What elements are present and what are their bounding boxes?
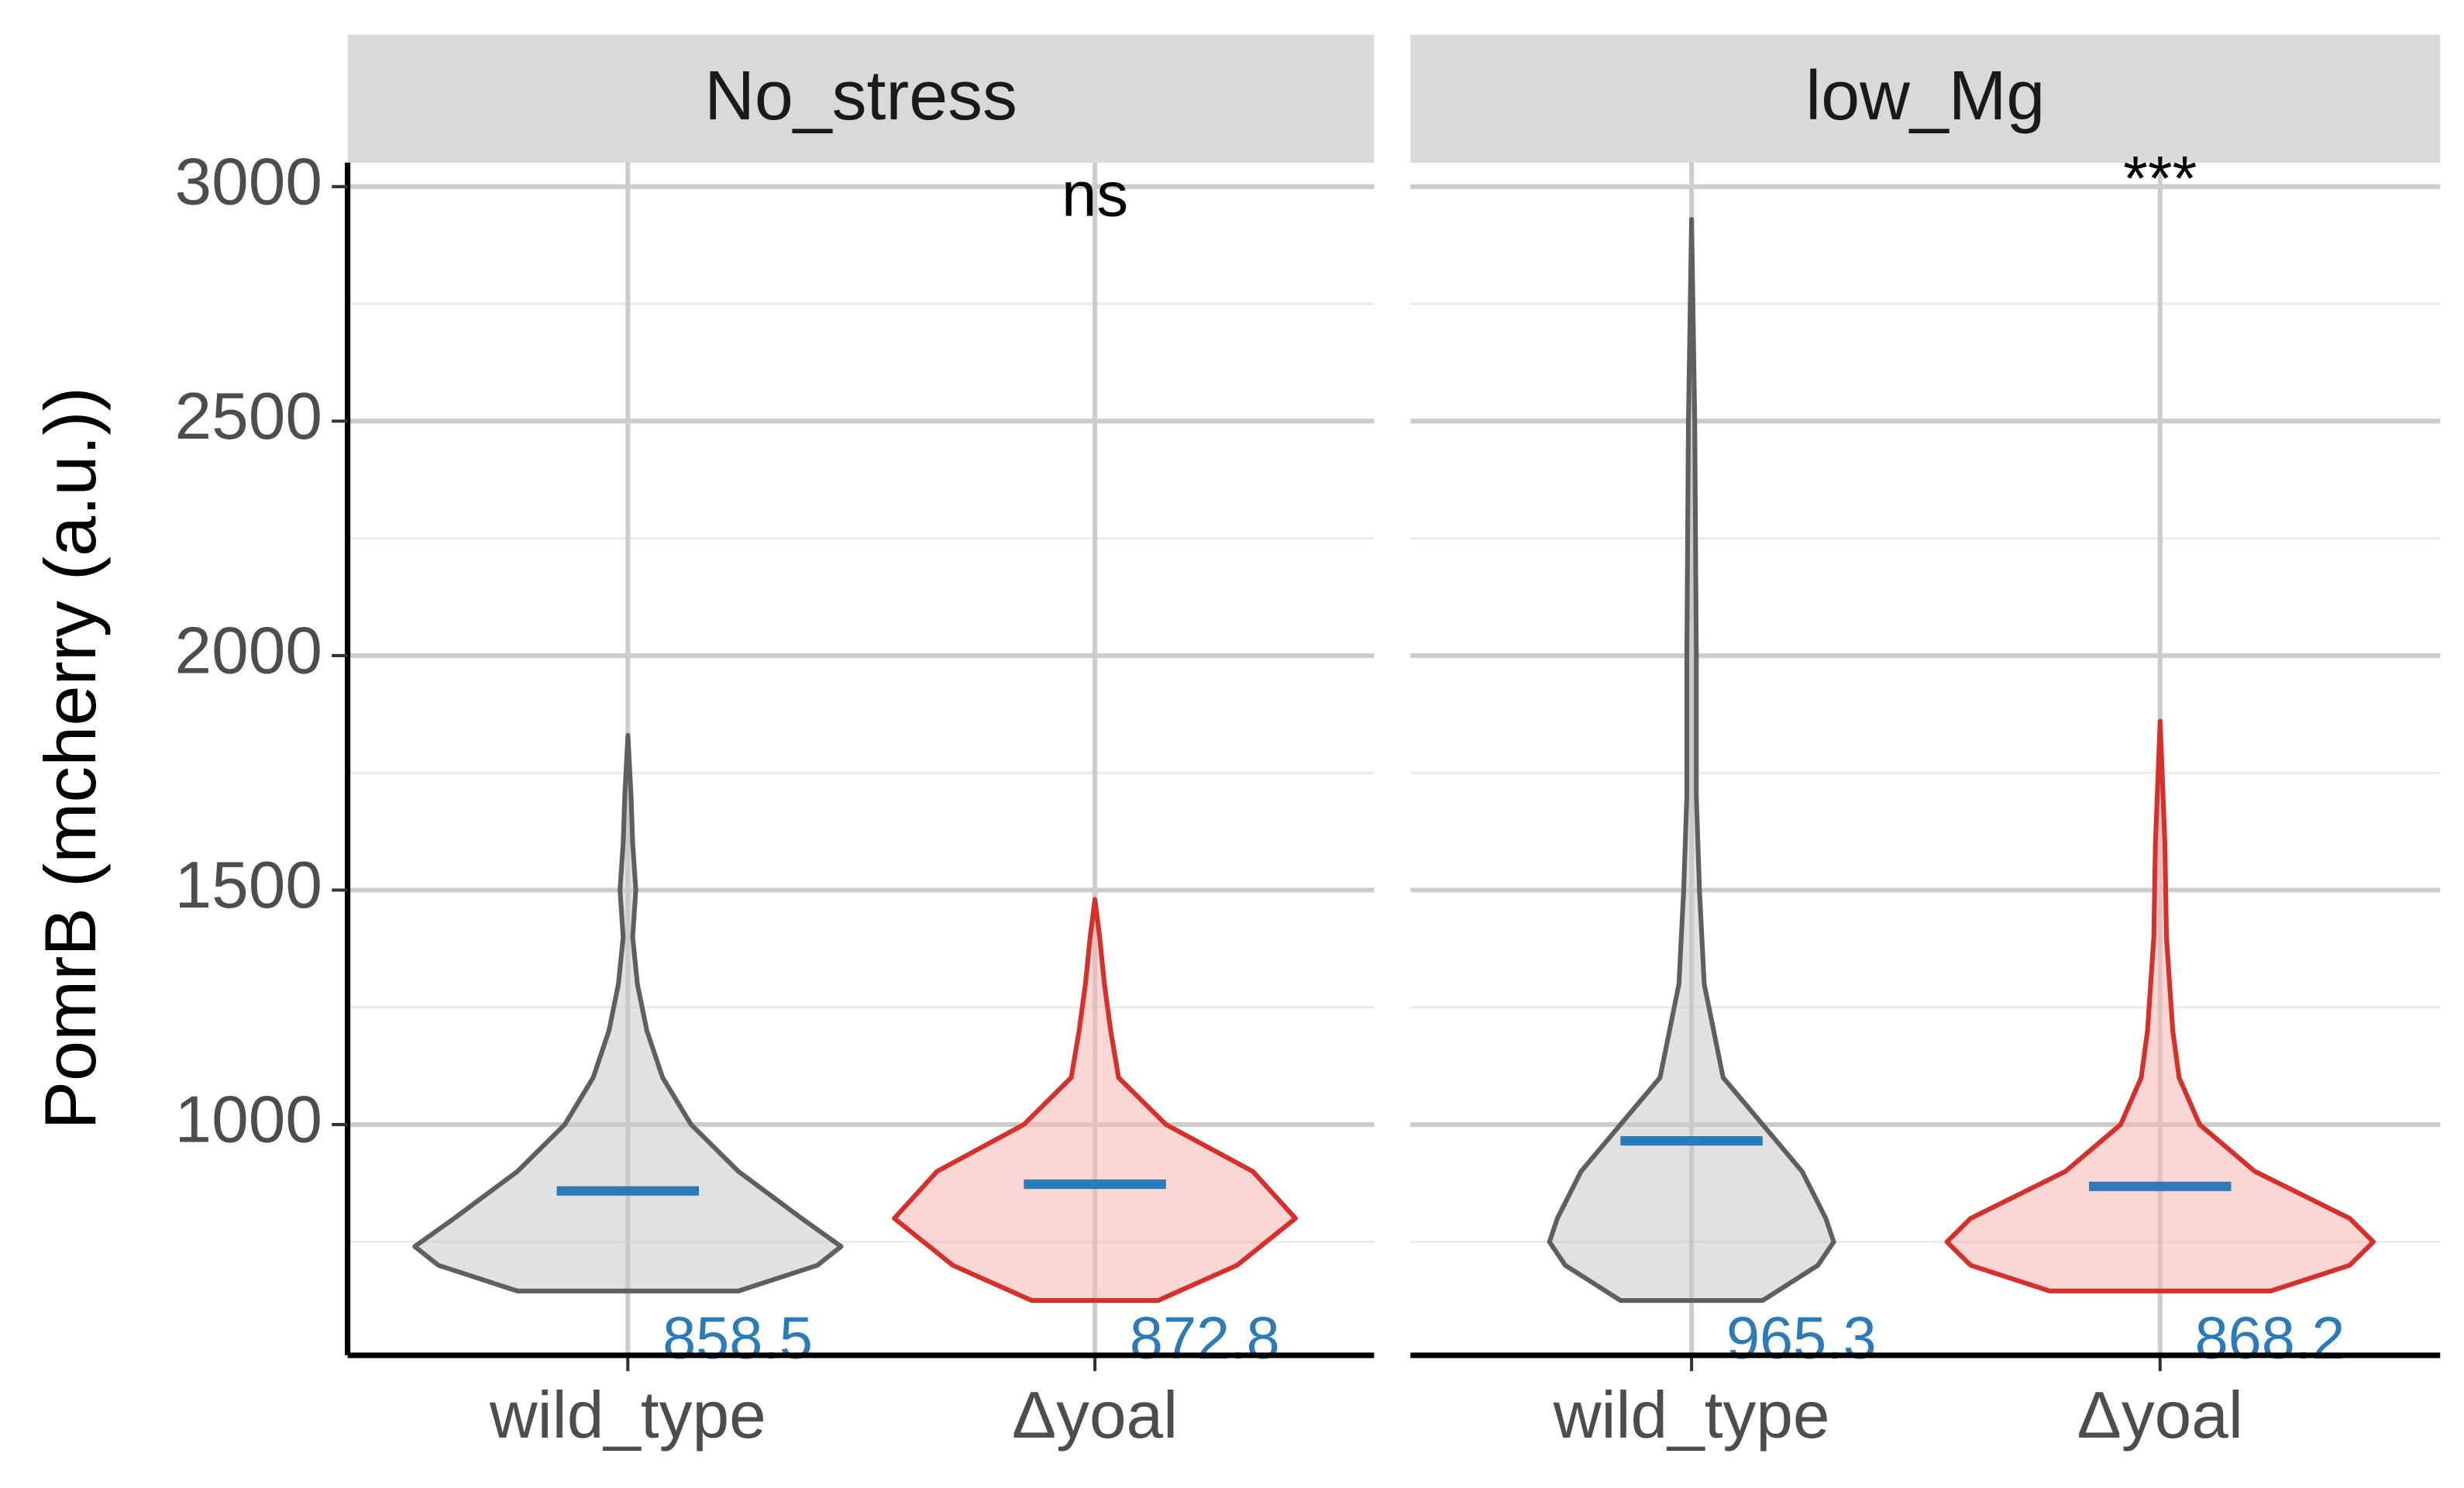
y-tick-label: 1500 <box>175 849 322 922</box>
violin <box>1944 718 2376 1293</box>
violin <box>892 897 1298 1304</box>
violin <box>412 732 844 1293</box>
strip-background <box>347 34 1375 163</box>
significance-label: ns <box>1062 160 1128 230</box>
y-axis-title: PomrB (mcherry (a.u.)) <box>29 387 111 1129</box>
strip-background <box>1410 34 2441 163</box>
violin <box>1547 217 1836 1304</box>
x-tick-label: wild_type <box>1553 1379 1830 1452</box>
strip-label: No_stress <box>704 57 1017 135</box>
median-label: 868.2 <box>2195 1305 2345 1372</box>
y-tick-label: 3000 <box>175 145 322 219</box>
y-tick-label: 1000 <box>175 1083 322 1157</box>
x-tick-label: Δyoal <box>1012 1379 1178 1452</box>
significance-label: *** <box>2123 143 2197 214</box>
x-tick-label: Δyoal <box>2077 1379 2243 1452</box>
median-label: 858.5 <box>662 1305 813 1372</box>
y-tick-label: 2500 <box>175 380 322 453</box>
median-label: 872.8 <box>1130 1305 1280 1372</box>
strip-label: low_Mg <box>1805 57 2045 135</box>
median-label: 965.3 <box>1726 1305 1877 1372</box>
y-tick-label: 2000 <box>175 615 322 688</box>
x-tick-label: wild_type <box>489 1379 766 1452</box>
